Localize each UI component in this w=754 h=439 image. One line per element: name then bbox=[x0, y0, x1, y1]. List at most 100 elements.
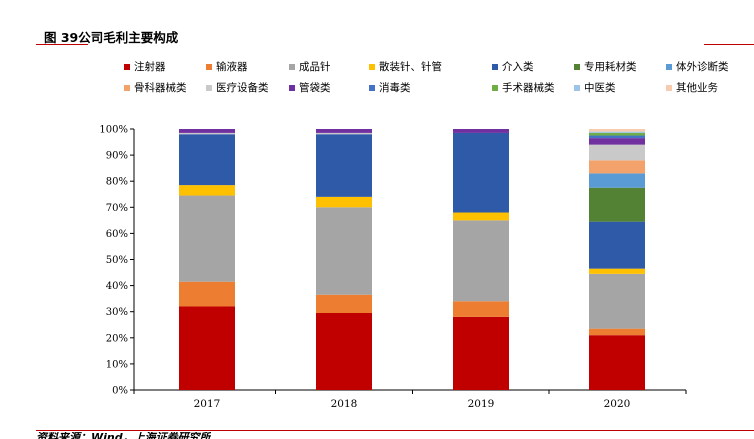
legend-swatch bbox=[666, 84, 672, 91]
legend-swatch bbox=[574, 63, 580, 70]
figure-title: 图 39公司毛利主要构成 bbox=[44, 30, 179, 45]
bar-segment bbox=[179, 185, 235, 196]
bar-segment bbox=[453, 129, 509, 133]
legend-row-2: 骨科器械类 医疗设备类 管袋类 消毒类 手术器械类 中医类 其他业务 bbox=[124, 80, 724, 101]
legend-swatch bbox=[492, 63, 498, 70]
legend-swatch bbox=[492, 84, 498, 91]
y-tick-label: 60% bbox=[106, 229, 128, 240]
y-tick-label: 20% bbox=[106, 333, 128, 344]
bar-segment bbox=[589, 268, 645, 274]
legend-swatch bbox=[369, 63, 375, 70]
y-tick-label: 30% bbox=[106, 307, 128, 318]
bar-segment bbox=[453, 132, 509, 213]
bar-segment bbox=[589, 187, 645, 222]
legend-item: 其他业务 bbox=[666, 80, 718, 95]
bar-segment bbox=[589, 135, 645, 139]
bar-segment bbox=[316, 313, 372, 390]
legend-swatch bbox=[206, 63, 212, 70]
legend-label: 介入类 bbox=[502, 61, 534, 73]
bar-segment bbox=[589, 132, 645, 136]
y-tick-label: 40% bbox=[106, 281, 128, 292]
bar-segment bbox=[179, 129, 235, 133]
bar-segment bbox=[179, 195, 235, 282]
legend-label: 体外诊断类 bbox=[676, 61, 729, 73]
legend-swatch bbox=[574, 84, 580, 91]
legend-label: 手术器械类 bbox=[502, 82, 555, 94]
bar-segment bbox=[179, 132, 235, 135]
bar-segment bbox=[316, 129, 372, 133]
legend-swatch bbox=[124, 63, 130, 70]
y-tick-label: 70% bbox=[106, 203, 128, 214]
legend-label: 成品针 bbox=[299, 61, 331, 73]
legend-item: 介入类 bbox=[492, 59, 534, 74]
legend-row-1: 注射器 输液器 成品针 散装针、针管 介入类 专用耗材类 体外诊断类 bbox=[124, 59, 729, 80]
bar-segment bbox=[589, 144, 645, 161]
legend-label: 骨科器械类 bbox=[134, 82, 187, 94]
legend-label: 散装针、针管 bbox=[379, 61, 442, 73]
legend-item: 消毒类 bbox=[369, 80, 411, 95]
bar-segment bbox=[316, 134, 372, 197]
legend-swatch bbox=[289, 84, 295, 91]
y-tick-label: 50% bbox=[106, 255, 128, 266]
footer-rule bbox=[36, 430, 754, 431]
bar-segment bbox=[589, 335, 645, 390]
legend-item: 管袋类 bbox=[289, 80, 331, 95]
y-tick-label: 90% bbox=[106, 151, 128, 162]
legend-item: 体外诊断类 bbox=[666, 59, 729, 74]
legend-item: 输液器 bbox=[206, 59, 248, 74]
legend-swatch bbox=[666, 63, 672, 70]
legend-swatch bbox=[369, 84, 375, 91]
bar-segment bbox=[316, 196, 372, 208]
legend-item: 骨科器械类 bbox=[124, 80, 187, 95]
bar-segment bbox=[179, 134, 235, 186]
bar-segment bbox=[589, 273, 645, 329]
legend-label: 消毒类 bbox=[379, 82, 411, 94]
x-tick-label: 2020 bbox=[604, 398, 631, 410]
bar-segment bbox=[316, 132, 372, 135]
legend-label: 中医类 bbox=[584, 82, 616, 94]
legend-item: 散装针、针管 bbox=[369, 59, 442, 74]
bar-segment bbox=[453, 220, 509, 302]
legend-item: 专用耗材类 bbox=[574, 59, 637, 74]
legend-item: 中医类 bbox=[574, 80, 616, 95]
bar-segment bbox=[179, 306, 235, 390]
y-tick-label: 100% bbox=[99, 125, 128, 136]
legend-item: 医疗设备类 bbox=[206, 80, 269, 95]
bar-segment bbox=[589, 138, 645, 145]
legend-label: 输液器 bbox=[216, 61, 248, 73]
legend-swatch bbox=[206, 84, 212, 91]
bar-segment bbox=[453, 212, 509, 221]
bar-segment bbox=[589, 328, 645, 336]
legend-swatch bbox=[289, 63, 295, 70]
legend-label: 其他业务 bbox=[676, 82, 718, 94]
legend-label: 管袋类 bbox=[299, 82, 331, 94]
legend-label: 专用耗材类 bbox=[584, 61, 637, 73]
x-tick-label: 2018 bbox=[331, 398, 358, 410]
source-note: 资料来源：Wind，上海证券研究所 bbox=[36, 432, 211, 439]
bar-segment bbox=[453, 301, 509, 317]
bar-segment bbox=[589, 221, 645, 269]
legend-item: 成品针 bbox=[289, 59, 331, 74]
legend-item: 注射器 bbox=[124, 59, 166, 74]
bar-segment bbox=[316, 207, 372, 295]
legend-swatch bbox=[124, 84, 130, 91]
legend-item: 手术器械类 bbox=[492, 80, 555, 95]
bar-segment bbox=[589, 173, 645, 188]
legend-label: 医疗设备类 bbox=[216, 82, 269, 94]
x-tick-label: 2019 bbox=[468, 398, 495, 410]
bar-segment bbox=[453, 316, 509, 390]
chart-legend: 注射器 输液器 成品针 散装针、针管 介入类 专用耗材类 体外诊断类 骨科器械类 医疗设备类 管… bbox=[124, 59, 729, 101]
y-tick-label: 10% bbox=[106, 359, 128, 370]
legend-label: 注射器 bbox=[134, 61, 166, 73]
bar-segment bbox=[589, 129, 645, 132]
header-rule-right bbox=[704, 44, 754, 45]
bar-segment bbox=[589, 131, 645, 133]
bar-segment bbox=[316, 294, 372, 314]
y-tick-label: 80% bbox=[106, 177, 128, 188]
bar-segment bbox=[179, 281, 235, 307]
x-tick-label: 2017 bbox=[194, 398, 221, 410]
bar-segment bbox=[589, 160, 645, 174]
y-tick-label: 0% bbox=[112, 386, 128, 397]
title-underline bbox=[36, 44, 88, 45]
